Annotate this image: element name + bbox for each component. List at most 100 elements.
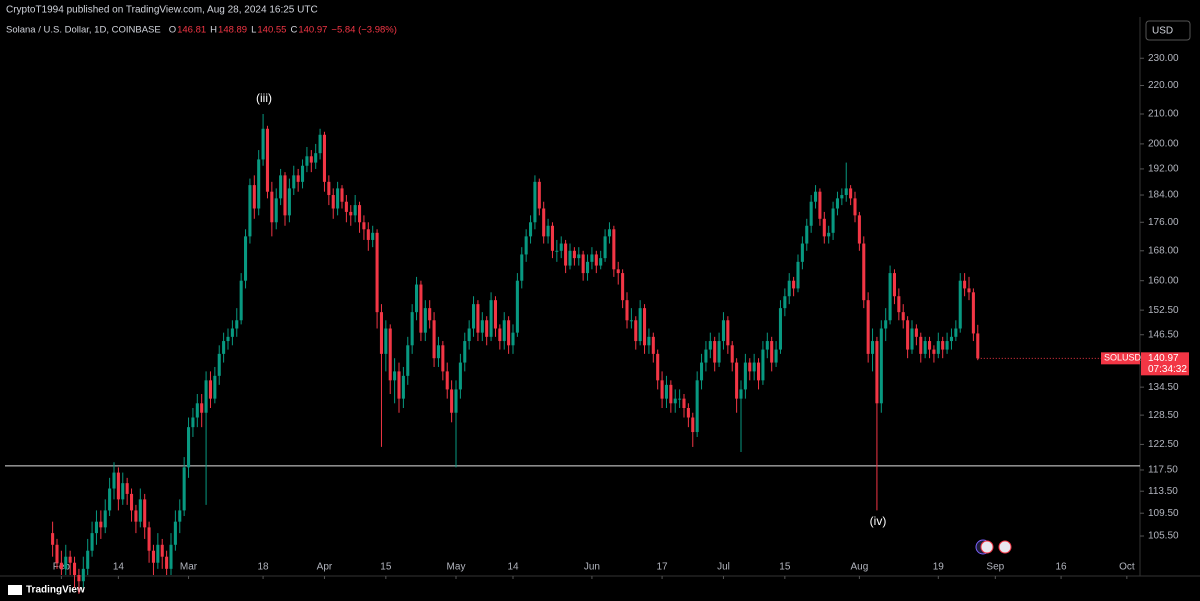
candle-body — [59, 562, 63, 569]
y-tick-label: 160.00 — [1148, 275, 1179, 286]
candle-body — [375, 232, 379, 313]
candle-body — [800, 243, 804, 262]
candle-body — [279, 175, 283, 199]
candle-body — [695, 380, 699, 433]
candle-body — [169, 544, 173, 569]
candle-body — [450, 389, 454, 413]
candle-body — [875, 341, 879, 404]
change: −5.84 (−3.98%) — [331, 25, 397, 36]
candle-body — [765, 341, 769, 350]
candle-body — [958, 280, 962, 329]
candle-body — [472, 304, 476, 329]
candle-body — [222, 341, 226, 354]
candle-body — [651, 336, 655, 354]
candle-body — [331, 195, 335, 209]
candle-body — [542, 208, 546, 237]
candle-body — [914, 328, 918, 337]
price-box — [1141, 352, 1189, 376]
candle-body — [529, 222, 533, 237]
event-icon[interactable] — [998, 540, 1012, 554]
candle-body — [208, 380, 212, 399]
currency-label[interactable]: USD — [1152, 26, 1173, 37]
y-tick-label: 210.00 — [1148, 109, 1179, 120]
candle-body — [436, 345, 440, 359]
candle-body — [954, 328, 958, 337]
candle-body — [173, 521, 177, 545]
candle-body — [327, 181, 331, 196]
x-tick-label: 18 — [258, 562, 270, 573]
candle-body — [857, 215, 861, 244]
candle-body — [757, 362, 761, 381]
candle-body — [252, 185, 256, 209]
x-tick-label: Aug — [850, 562, 868, 573]
candle-body — [195, 403, 199, 418]
candle-body — [336, 188, 340, 209]
candle-body — [187, 427, 191, 468]
candle-body — [200, 403, 204, 413]
candle-body — [156, 544, 160, 563]
candle-body — [700, 362, 704, 381]
candle-body — [949, 336, 953, 342]
candle-body — [923, 341, 927, 354]
candle-body — [235, 320, 239, 329]
logo — [8, 585, 22, 595]
x-tick-label: Jul — [717, 562, 730, 573]
candle-body — [533, 181, 537, 223]
candle-body — [976, 333, 980, 359]
annotation: (iii) — [256, 91, 272, 105]
candle-body — [888, 273, 892, 321]
candle-body — [835, 198, 839, 209]
candle-body — [112, 472, 116, 489]
candle-body — [151, 550, 155, 563]
countdown: 07:34:32 — [1148, 364, 1187, 375]
candle-body — [572, 250, 576, 259]
candle-body — [292, 175, 296, 189]
candle-body — [511, 332, 515, 346]
candle-body — [507, 320, 511, 346]
candle-body — [892, 273, 896, 297]
candle-body — [77, 575, 81, 582]
candle-body — [406, 345, 410, 376]
candle-body — [643, 308, 647, 346]
candle-body — [818, 191, 822, 219]
candle-body — [936, 341, 940, 354]
candle-body — [941, 341, 945, 350]
candle-body — [594, 254, 598, 266]
y-tick-label: 168.00 — [1148, 245, 1179, 256]
candle-body — [99, 521, 103, 528]
candle-body — [55, 544, 59, 563]
event-icon[interactable] — [980, 540, 994, 554]
candle-body — [638, 308, 642, 342]
price-tag-symbol: SOLUSD — [1104, 353, 1142, 363]
candle-body — [108, 488, 112, 511]
event-icons[interactable] — [975, 539, 1012, 555]
currency-button[interactable] — [1145, 20, 1191, 41]
candle-body — [94, 521, 98, 534]
candle-body — [932, 349, 936, 354]
ohlc-value: 140.55 — [257, 25, 286, 36]
candle-body — [476, 304, 480, 333]
candle-body — [879, 328, 883, 404]
x-tick-label: May — [447, 562, 466, 573]
candle-body — [130, 493, 134, 511]
y-tick-label: 200.00 — [1148, 139, 1179, 150]
ohlc-value: 146.81 — [177, 25, 206, 36]
candle-body — [537, 181, 541, 209]
candle-body — [415, 284, 419, 313]
x-tick-label: Oct — [1119, 562, 1135, 573]
candle-body — [445, 371, 449, 390]
candle-body — [73, 562, 77, 575]
candle-body — [814, 191, 818, 202]
candle-body — [489, 300, 493, 337]
candle-body — [270, 191, 274, 223]
candle-body — [963, 280, 967, 289]
candle-body — [726, 320, 730, 346]
candle-body — [616, 269, 620, 274]
y-tick-label: 176.00 — [1148, 217, 1179, 228]
candle-body — [428, 308, 432, 321]
candle-body — [761, 349, 765, 381]
candle-body — [344, 201, 348, 212]
candle-body — [51, 533, 55, 545]
y-tick-label: 220.00 — [1148, 80, 1179, 91]
